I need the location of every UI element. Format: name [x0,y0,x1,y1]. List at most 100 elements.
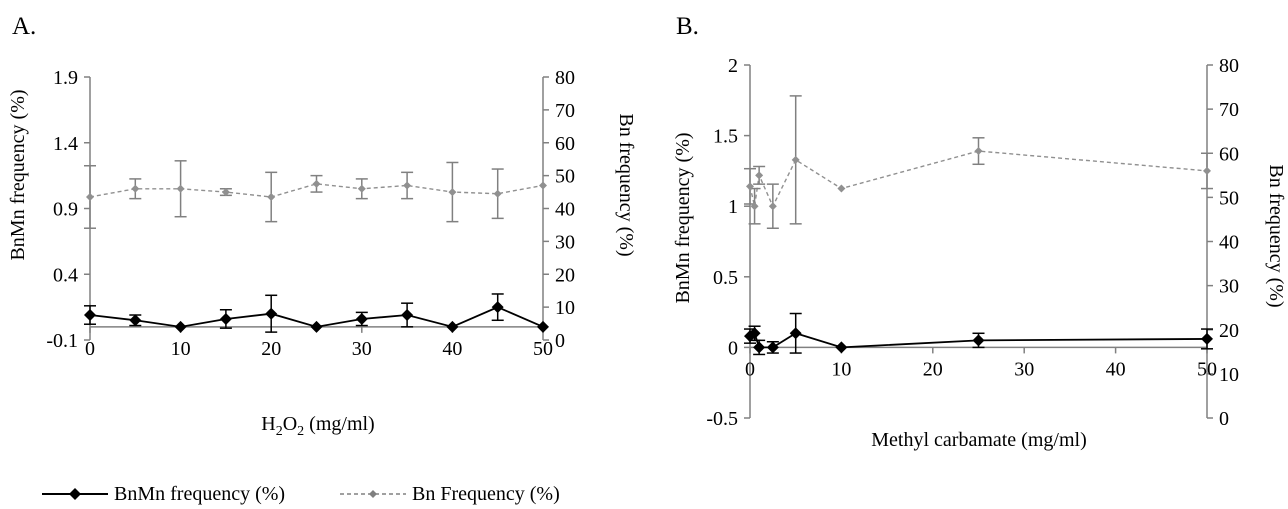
panel-a-x-label: H2O2 (mg/ml) [261,413,374,439]
panel-a-bnmn-point [310,320,323,333]
panel-b-x-tick-label: 10 [831,358,851,380]
panel-b-left-tick-label: 1 [728,196,738,218]
panel-a-bnmn-point [401,309,414,322]
panel-b-right-tick-label: 50 [1219,187,1239,209]
panel-b-right-tick-label: 10 [1219,364,1239,386]
panel-a-bn-point [493,189,502,198]
legend: BnMn frequency (%) Bn Frequency (%) [42,483,560,505]
legend-bn-marker [369,490,377,498]
panel-a-right-tick-label: 80 [555,67,575,89]
panel-a-bnmn-point [129,314,142,327]
panel-b-x-tick-label: 0 [745,358,755,380]
panel-b-bnmn-point [972,334,985,347]
panel-b-right-tick-label: 30 [1219,276,1239,298]
panel-a-right-tick-label: 30 [555,231,575,253]
panel-b-bnmn-point [766,341,779,354]
panel-b-x-tick-label: 30 [1014,358,1034,380]
panel-b-x-tick-label: 50 [1197,358,1217,380]
panel-a-bn-point [267,192,276,201]
panel-a-right-tick-label: 60 [555,133,575,155]
panel-a-left-tick-label: -0.1 [46,330,78,352]
panel-a-x-tick-label: 50 [533,338,553,360]
panel-b-x-label: Methyl carbamate (mg/ml) [871,429,1086,451]
panel-b-bn-point [768,202,777,211]
legend-bnmn-marker [69,488,81,500]
panel-b-bn-line [749,150,1208,208]
panel-b-bn-point [974,147,983,156]
panel-b-x-tick-label: 40 [1106,358,1126,380]
panel-b-bnmn-point [753,341,766,354]
panel-a-x-tick-label: 0 [85,338,95,360]
panel-b-left-tick-label: 0.5 [713,267,738,289]
panel-a-bnmn-point [174,320,187,333]
panel-b-bn-point [750,202,759,211]
legend-bn-label: Bn Frequency (%) [412,483,560,505]
panel-a-x-tick-label: 40 [442,338,462,360]
panel-b-bnmn-point [789,327,802,340]
panel-b-label: B. [676,13,699,40]
panel-a-right-tick-label: 0 [555,330,565,352]
panel-b-left-tick-label: 0 [728,337,738,359]
panel-b-right-tick-label: 0 [1219,408,1229,430]
panel-b-x-tick-label: 20 [923,358,943,380]
panel-a-right-tick-label: 70 [555,100,575,122]
panel-b-y-right-label: Bn frequency (%) [1265,164,1287,307]
panel-a-bnmn-point [537,320,549,333]
panel-a-plot-area: -0.1 0.4 0.9 1.4 1.9 0 10 20 30 40 50 60 70 80 0 10 20 30… [46,67,575,360]
panel-a-bn-point [131,184,140,193]
panel-a-left-tick-label: 0.9 [53,199,78,221]
panel-a-right-tick-label: 40 [555,199,575,221]
panel-a-bn-point [448,188,457,197]
legend-item-bn: Bn Frequency (%) [340,483,560,505]
panel-b-bn-point [791,155,800,164]
panel-b-right-tick-label: 20 [1219,320,1239,342]
panel-a-label: A. [12,13,36,40]
legend-item-bnmn: BnMn frequency (%) [42,483,285,505]
panel-a-left-tick-label: 0.4 [53,264,78,286]
panel-a-bnmn-point [355,312,368,325]
panel-a-bnmn-point [219,312,232,325]
panel-a-right-tick-label: 10 [555,297,575,319]
panel-b: B. BnMn frequency (%) Bn frequency (%) M… [672,13,1287,451]
panel-b-right-tick-label: 80 [1219,55,1239,77]
panel-b-bn-point [755,171,764,180]
panel-b-bn-point [837,184,846,193]
panel-a-y-left-label: BnMn frequency (%) [7,89,29,260]
panel-a-bn-point [357,184,366,193]
panel-a-bn-point [539,181,547,190]
panel-a-bn-point [221,188,230,197]
panel-a-x-tick-label: 10 [171,338,191,360]
panel-a-bn-point [86,192,94,201]
panel-a-left-tick-label: 1.4 [53,133,78,155]
panel-a-x-tick-label: 30 [352,338,372,360]
panel-b-bnmn-point [748,327,761,340]
panel-b-left-tick-label: -0.5 [706,408,738,430]
panel-b-right-tick-label: 40 [1219,232,1239,254]
panel-a-right-tick-label: 20 [555,264,575,286]
panel-a-bnmn-point [446,320,459,333]
panel-a-y-right-label: Bn frequency (%) [615,113,637,256]
panel-b-left-tick-label: 2 [728,55,738,77]
panel-b-left-tick-label: 1.5 [713,126,738,148]
panel-a-left-tick-label: 1.9 [53,67,78,89]
panel-b-y-left-label: BnMn frequency (%) [672,132,694,303]
panel-a-bn-point [403,181,412,190]
panel-b-right-tick-label: 70 [1219,99,1239,121]
panel-b-bn-point [1203,166,1211,175]
panel-a-bnmn-point [491,301,504,314]
panel-b-right-tick-label: 60 [1219,143,1239,165]
panel-b-bnmn-point [835,341,848,354]
legend-bnmn-label: BnMn frequency (%) [114,483,285,505]
panel-a-bnmn-point [84,309,96,322]
panel-a-bn-point [176,184,185,193]
panel-a: A. BnMn frequency (%) Bn frequency (%) H… [7,13,637,439]
panel-a-x-tick-label: 20 [261,338,281,360]
panel-b-bn-point [746,182,754,191]
panel-a-right-tick-label: 50 [555,166,575,188]
panel-a-bn-line [89,183,544,198]
panel-a-bn-point [312,179,321,188]
panel-a-bnmn-point [265,307,278,320]
panel-b-bnmn-point [1201,332,1213,345]
